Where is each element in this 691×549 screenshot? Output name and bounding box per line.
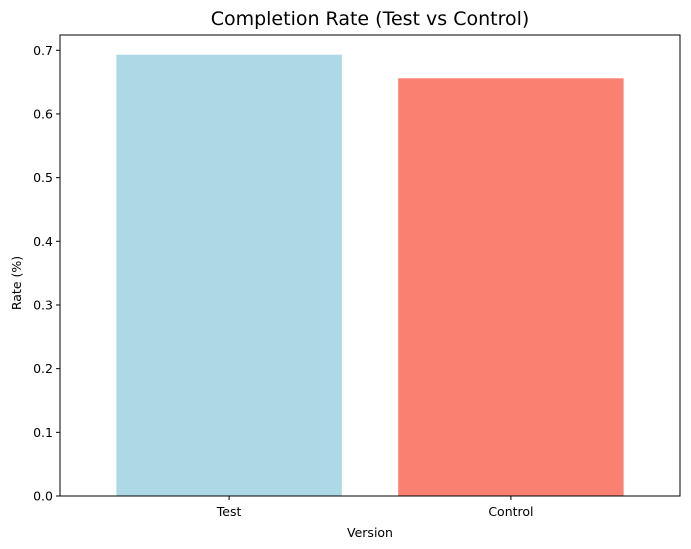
x-axis-label: Version [347, 525, 393, 540]
y-tick-label: 0.7 [33, 43, 53, 58]
plot-frame [59, 34, 681, 497]
y-tick-label: 0.1 [33, 425, 53, 440]
bar-test [116, 54, 342, 496]
y-axis-label: Rate (%) [9, 256, 24, 310]
y-tick-label: 0.2 [33, 361, 53, 376]
y-tick-label: 0.4 [33, 234, 53, 249]
y-tick-label: 0.0 [33, 489, 53, 504]
bar-control [398, 78, 624, 496]
y-tick-label: 0.6 [33, 106, 53, 121]
x-tick-label: Control [488, 504, 533, 519]
bars-group [116, 54, 624, 496]
x-tick-label: Test [216, 504, 242, 519]
y-axis-ticks: 0.0 0.1 0.2 0.3 0.4 0.5 0.6 0.7 [33, 43, 60, 504]
chart-title: Completion Rate (Test vs Control) [211, 8, 530, 30]
x-axis-ticks: Test Control [216, 496, 534, 519]
y-tick-label: 0.3 [33, 297, 53, 312]
y-tick-label: 0.5 [33, 170, 53, 185]
